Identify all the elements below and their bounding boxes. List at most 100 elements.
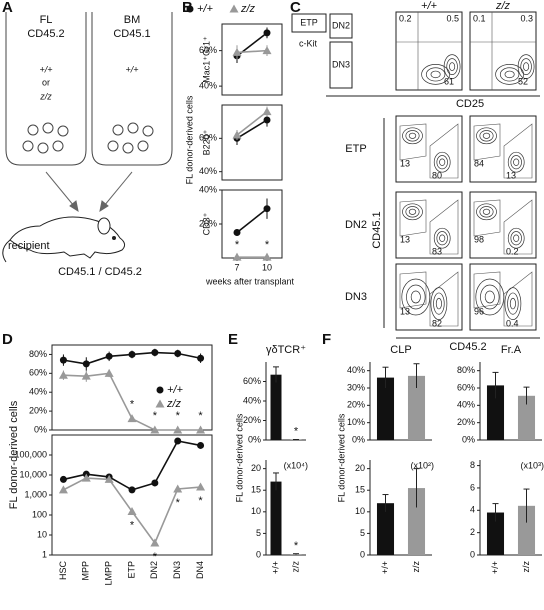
data-point [150,538,160,547]
contour [507,227,525,249]
x-tick-label: HSC [58,561,68,581]
y-tick-label: 20% [347,400,365,410]
gate [473,199,501,237]
plot-frame [221,189,283,259]
bar [517,395,536,440]
data-point [262,46,272,55]
genotype: z/z [39,91,52,101]
contour [446,58,458,75]
gate [429,271,459,327]
chart-title: Mac1⁺Gr1⁺ [201,36,211,83]
x-tick-label: +/+ [490,561,500,574]
bar [486,512,505,555]
series-line [236,208,268,234]
data-point [81,473,91,482]
x-tick-label: DN4 [195,561,205,579]
significance: * [130,399,135,411]
flow-plot [469,191,537,259]
legend-label: z/z [166,398,182,410]
data-point [263,116,271,124]
plot-frame [221,23,283,96]
y-tick-label: 4 [470,505,475,515]
y-tick-label: 40% [29,387,47,397]
gate-percent: 13 [400,234,410,244]
chart-title: CLP [390,344,411,356]
data-point [151,479,159,487]
y-tick-label: 20 [251,463,261,473]
recipient-marker: CD45.1 / CD45.2 [58,266,142,278]
data-point [128,486,136,494]
significance: * [294,426,299,438]
flow-plot [395,263,463,331]
contour [507,292,519,315]
data-point [232,252,242,261]
chart-title: Fr.A [501,344,522,356]
y-tick-label: 40% [199,81,217,91]
x-tick-label: z/z [290,561,300,573]
gate-box [329,41,353,89]
gate-percent: 61 [444,76,454,86]
contour [449,62,456,71]
y-tick-label: 0 [470,549,475,559]
data-point [104,474,114,483]
y-tick-label: 20% [199,218,217,228]
contour [405,130,420,142]
panel-a: FL CD45.2 +/+ or z/z BM CD45.1 +/+ recip… [2,12,173,278]
x-tick-label: 7 [234,262,239,272]
x-tick-label: +/+ [380,561,390,574]
contour [430,287,448,320]
gate [399,271,427,309]
data-point [262,107,272,116]
plot-frame [221,104,283,181]
y-tick-label: 0% [352,434,365,444]
scale-note: (x10³) [520,460,544,470]
bar [486,385,505,440]
data-point [58,485,68,494]
y-tick-label: 1 [42,549,47,559]
chart-title: B220⁺ [201,129,211,155]
flow-plot [469,11,537,91]
data-point [262,252,272,261]
data-point [127,414,137,423]
gate [473,271,501,309]
significance: * [153,410,158,422]
bar [270,374,282,440]
gate-percent: 98 [474,234,484,244]
significance: * [176,497,181,509]
flow-plot [395,11,463,91]
gate [429,199,459,255]
gate-percent: 83 [432,246,442,256]
data-point [196,425,206,434]
data-point [104,368,114,377]
y-tick-label: 0% [34,424,47,434]
x-tick-label: z/z [521,561,531,573]
flow-plot [395,191,463,259]
data-point [233,229,241,236]
bar [376,377,395,440]
contour [435,297,442,310]
y-tick-label: 2 [470,527,475,537]
panel-label: F [322,331,331,348]
data-point [59,475,67,483]
data-point [58,370,68,379]
donor-source: FL [40,14,53,26]
y-tick-label: 20% [29,405,47,415]
gate-percent: 13 [400,158,410,168]
cells [22,122,154,154]
gate-percent: 0.5 [446,13,459,23]
arrows [45,171,133,213]
panel-label: E [228,331,238,348]
y-tick-label: 20% [243,415,261,425]
y-tick-label: 20 [355,463,365,473]
significance: * [235,239,240,251]
y-tick-label: 60% [199,45,217,55]
contour [475,278,505,316]
contour [436,155,448,170]
legend-marker [155,399,165,408]
y-tick-label: 0 [360,549,365,559]
contour [410,290,421,304]
x-tick-label: MPP [81,561,91,581]
y-tick-label: 40% [199,184,217,194]
contour [433,227,451,249]
contour [421,64,450,85]
